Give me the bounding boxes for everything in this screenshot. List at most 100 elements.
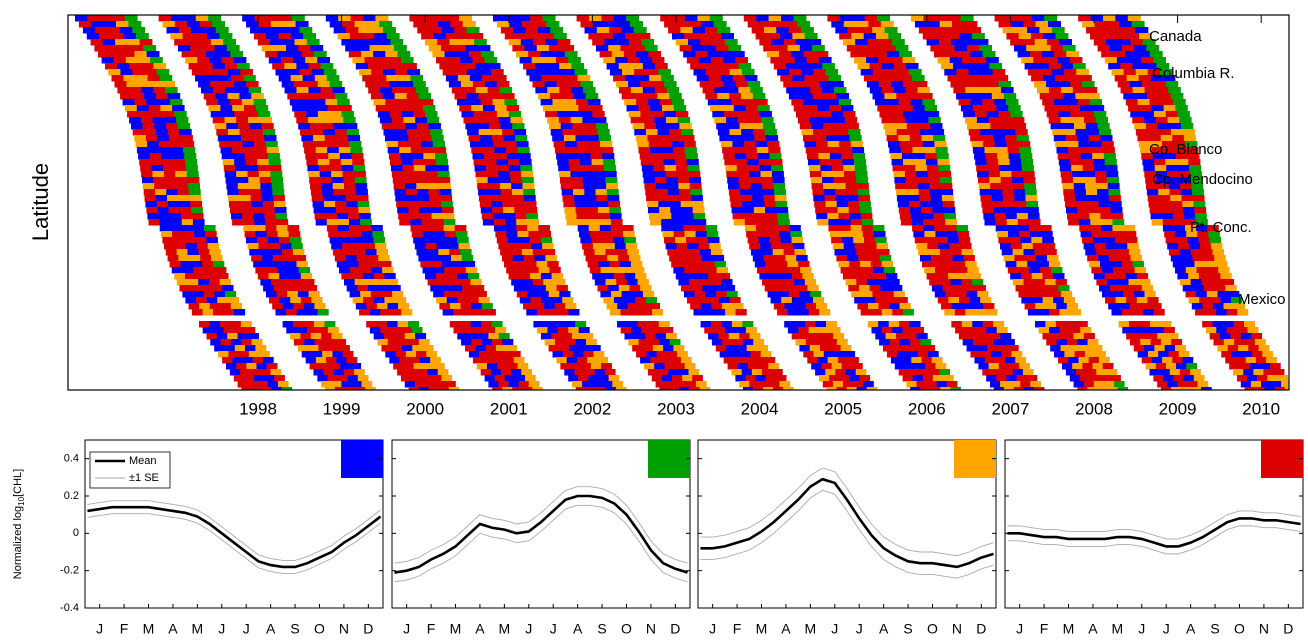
cluster-cell xyxy=(396,201,408,208)
cluster-cell xyxy=(972,141,984,148)
cluster-cell xyxy=(1182,255,1194,262)
cluster-cell xyxy=(526,261,537,268)
cluster-cell xyxy=(893,165,905,172)
cluster-cell xyxy=(877,15,890,22)
cluster-cell xyxy=(690,183,702,190)
cluster-cell xyxy=(614,297,625,304)
cluster-cell xyxy=(759,39,772,46)
cluster-cell xyxy=(697,75,710,82)
cluster-cell xyxy=(687,159,699,166)
cluster-cell xyxy=(980,93,993,100)
cluster-cell xyxy=(625,297,636,304)
cluster-cell xyxy=(236,363,247,370)
cluster-cell xyxy=(421,213,433,220)
cluster-cell xyxy=(891,285,902,292)
cluster-cell xyxy=(408,201,420,208)
cluster-cell xyxy=(1225,357,1236,364)
cluster-cell xyxy=(435,153,447,160)
cluster-cell xyxy=(521,171,533,178)
cluster-cell xyxy=(513,27,526,34)
cluster-cell xyxy=(424,363,435,370)
cluster-cell xyxy=(652,159,664,166)
cluster-cell xyxy=(1011,243,1023,250)
cluster-cell xyxy=(206,237,218,244)
cluster-cell xyxy=(713,39,726,46)
x-tick-label: M xyxy=(756,621,768,637)
cluster-cell xyxy=(903,327,914,334)
cluster-cell xyxy=(1060,327,1071,334)
cluster-cell xyxy=(1048,285,1059,292)
cluster-cell xyxy=(657,195,669,202)
cluster-cell xyxy=(959,237,971,244)
cluster-cell xyxy=(767,51,780,58)
cluster-cell xyxy=(905,171,917,178)
cluster-cell xyxy=(250,189,262,196)
cluster-cell xyxy=(948,273,959,280)
cluster-cell xyxy=(784,321,795,328)
cluster-cell xyxy=(495,231,507,238)
cluster-cell xyxy=(508,159,520,166)
cluster-cell xyxy=(915,363,926,370)
cluster-cell xyxy=(969,69,982,76)
cluster-cell xyxy=(920,339,931,346)
cluster-cell xyxy=(1010,381,1021,388)
cluster-cell xyxy=(1120,255,1132,262)
cluster-cell xyxy=(354,171,366,178)
cluster-cell xyxy=(1261,381,1272,388)
cluster-cell xyxy=(452,63,465,70)
cluster-cell xyxy=(377,81,390,88)
cluster-cell xyxy=(609,261,620,268)
cluster-cell xyxy=(444,267,455,274)
cluster-cell xyxy=(266,291,277,298)
cluster-cell xyxy=(622,291,633,298)
cluster-cell xyxy=(269,57,282,64)
cluster-cell xyxy=(918,87,931,94)
cluster-cell xyxy=(671,357,682,364)
cluster-cell xyxy=(1016,261,1027,268)
cluster-cell xyxy=(937,273,948,280)
cluster-cell xyxy=(231,75,244,82)
cluster-cell xyxy=(684,267,695,274)
cluster-cell xyxy=(198,81,211,88)
cluster-cell xyxy=(327,219,339,226)
cluster-cell xyxy=(856,279,867,286)
cluster-cell xyxy=(812,123,824,130)
cluster-cell xyxy=(295,39,308,46)
cluster-cell xyxy=(140,165,152,172)
cluster-cell xyxy=(401,375,412,382)
cluster-cell xyxy=(1064,195,1076,202)
cluster-cell xyxy=(410,75,423,82)
cluster-cell xyxy=(328,153,340,160)
cluster-cell xyxy=(1018,225,1030,232)
cluster-cell xyxy=(958,51,971,58)
cluster-cell xyxy=(1078,99,1091,106)
cluster-cell xyxy=(519,381,530,388)
cluster-cell xyxy=(923,15,936,22)
cluster-cell xyxy=(814,201,826,208)
cluster-cell xyxy=(1234,339,1245,346)
cluster-cell xyxy=(1022,243,1034,250)
cluster-cell xyxy=(1115,75,1128,82)
cluster-cell xyxy=(585,27,598,34)
cluster-cell xyxy=(268,237,280,244)
cluster-cell xyxy=(1117,57,1130,64)
cluster-cell xyxy=(506,147,518,154)
cluster-cell xyxy=(755,99,768,106)
cluster-cell xyxy=(833,171,845,178)
cluster-cell xyxy=(186,39,199,46)
cluster-cell xyxy=(620,261,631,268)
cluster-cell xyxy=(692,45,705,52)
cluster-cell xyxy=(908,195,920,202)
cluster-cell xyxy=(997,231,1009,238)
cluster-cell xyxy=(228,93,241,100)
cluster-cell xyxy=(459,243,471,250)
cluster-cell xyxy=(975,357,986,364)
cluster-cell xyxy=(588,261,599,268)
cluster-cell xyxy=(445,231,457,238)
cluster-cell xyxy=(919,195,931,202)
cluster-cell xyxy=(792,237,804,244)
cluster-cell xyxy=(965,117,977,124)
cluster-cell xyxy=(290,273,301,280)
cluster-cell xyxy=(723,153,735,160)
cluster-cell xyxy=(476,291,487,298)
